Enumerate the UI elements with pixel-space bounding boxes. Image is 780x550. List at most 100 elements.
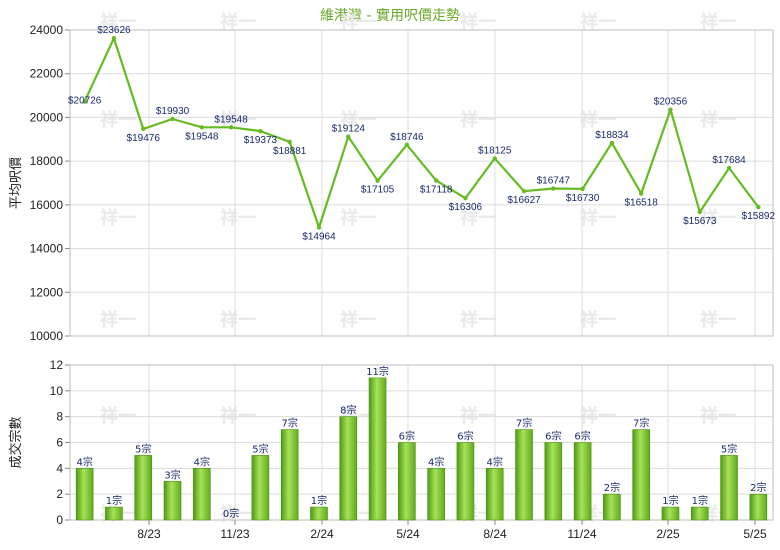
volume-axis-label: 成交宗數 [8, 416, 24, 468]
watermark-text: 祥一 [100, 405, 136, 427]
volume-data-label: 6宗 [457, 430, 473, 443]
price-point [199, 125, 205, 130]
watermark-text: 祥一 [460, 405, 496, 427]
price-point [638, 191, 644, 196]
volume-bar [339, 416, 358, 521]
volume-data-label: 5宗 [252, 442, 268, 455]
volume-data-label: 1宗 [106, 494, 122, 507]
watermark-text: 祥一 [340, 207, 376, 229]
price-point [551, 186, 556, 191]
price-data-label: $17105 [361, 185, 395, 196]
watermark-text: 祥一 [460, 207, 496, 229]
volume-tick-label: 10 [50, 384, 64, 398]
volume-data-label: 2宗 [604, 481, 620, 494]
volume-data-label: 5宗 [135, 442, 151, 455]
price-point [492, 156, 497, 161]
watermark-text: 祥一 [220, 309, 256, 331]
price-point [404, 142, 410, 148]
volume-data-label: 6宗 [399, 430, 415, 443]
price-tick-label: 20000 [30, 110, 64, 124]
volume-bar [427, 468, 445, 521]
price-point [521, 188, 527, 194]
price-data-label: $18746 [390, 132, 424, 143]
price-point [316, 225, 322, 230]
volume-bar [251, 455, 270, 521]
watermark-text: 祥一 [700, 207, 736, 229]
volume-data-label: 1宗 [311, 494, 327, 507]
price-tick-label: 22000 [30, 67, 64, 81]
volume-bar [398, 442, 416, 521]
volume-data-label: 11宗 [366, 365, 389, 378]
watermark-text: 祥一 [700, 309, 736, 331]
volume-bar [661, 506, 680, 521]
watermark-text: 祥一 [100, 309, 136, 331]
x-tick-label: 8/24 [483, 527, 507, 541]
watermark-text: 祥一 [340, 109, 376, 131]
x-tick-label: 5/25 [743, 527, 767, 541]
volume-data-label: 5宗 [721, 442, 737, 455]
price-point [82, 99, 87, 104]
price-point [170, 116, 175, 122]
price-data-label: $17118 [420, 184, 453, 195]
volume-bar [749, 493, 768, 521]
price-point [609, 140, 615, 146]
price-series-line [83, 37, 760, 229]
watermark-text: 祥一 [100, 109, 136, 131]
volume-data-label: 1宗 [662, 494, 678, 507]
price-data-label: $17684 [712, 155, 746, 166]
volume-bar [544, 442, 563, 521]
volume-data-label: 1宗 [692, 494, 708, 507]
x-tick-label: 2/24 [310, 527, 334, 541]
x-tick-label: 11/23 [220, 527, 249, 541]
volume-bar [163, 480, 182, 521]
price-data-label: $18125 [478, 145, 512, 156]
volume-tick-label: 0 [56, 513, 63, 527]
volume-data-label: 8宗 [340, 404, 356, 417]
price-plot-border [69, 29, 774, 337]
volume-bar [632, 429, 650, 521]
volume-data-label: 6宗 [574, 430, 590, 443]
price-data-label: $16518 [625, 198, 659, 209]
price-point [433, 178, 439, 183]
price-point [697, 209, 702, 215]
price-data-label: $16306 [449, 202, 483, 213]
watermark-text: 祥一 [340, 309, 376, 331]
watermark-text: 祥一 [220, 11, 256, 33]
price-data-label: $19548 [185, 131, 219, 142]
watermark-text: 祥一 [100, 11, 136, 33]
volume-data-label: 0宗 [223, 507, 239, 520]
volume-bar-chart: 12 10 8 6 4 2 0 成交宗數 4宗 1宗 5宗 3宗 4宗 0宗 5宗 7宗 1宗 8宗 11宗 6宗 4宗… [8, 358, 774, 541]
volume-bar [603, 493, 621, 521]
volume-data-label: 4宗 [428, 455, 444, 468]
price-tick-label: 12000 [30, 285, 64, 299]
price-point [580, 186, 585, 192]
price-data-label: $19476 [127, 133, 161, 144]
price-point [346, 134, 351, 139]
price-tick-label: 14000 [30, 242, 64, 256]
watermark-text: 祥一 [580, 405, 616, 427]
watermark-text: 祥一 [220, 109, 256, 131]
price-point [463, 195, 468, 201]
price-data-label: $19124 [332, 124, 366, 135]
price-point [287, 139, 292, 145]
watermark-text: 祥一 [100, 207, 136, 229]
price-data-label: $15892 [742, 211, 776, 222]
volume-data-label: 4宗 [76, 455, 92, 468]
x-tick-label: 2/25 [656, 527, 680, 541]
volume-tick-label: 8 [56, 410, 63, 424]
volume-data-label: 4宗 [194, 455, 210, 468]
volume-bar [310, 506, 328, 521]
watermark-text: 祥一 [580, 309, 616, 331]
price-data-label: $14964 [302, 232, 336, 243]
price-point [726, 165, 732, 171]
volume-bar [720, 455, 738, 521]
price-point [228, 125, 234, 130]
volume-data-label: 6宗 [545, 430, 561, 443]
watermark-text: 祥一 [580, 109, 616, 131]
price-data-label: $23626 [97, 25, 131, 36]
watermark-text: 祥一 [580, 207, 616, 229]
volume-data-label: 3宗 [164, 468, 180, 481]
price-data-label: $16747 [537, 176, 571, 187]
volume-bar [105, 506, 123, 521]
